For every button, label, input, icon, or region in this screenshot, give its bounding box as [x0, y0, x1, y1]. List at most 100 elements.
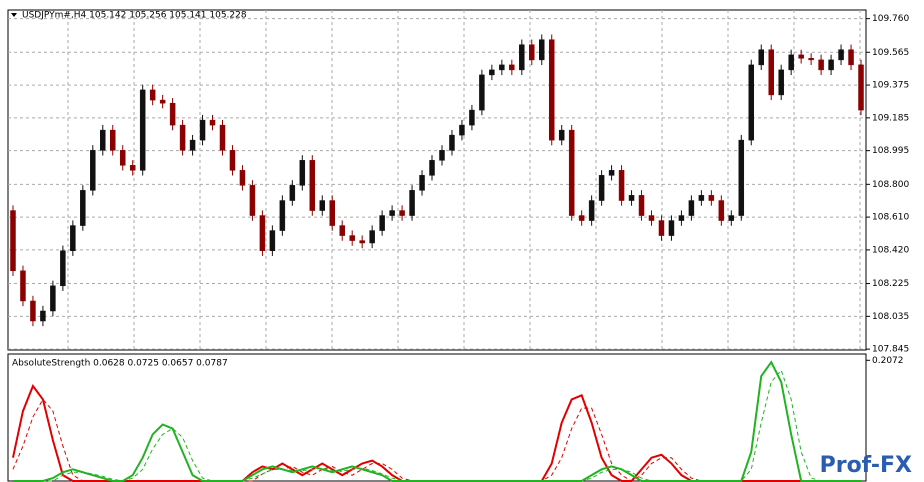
candle-body [199, 119, 206, 141]
candle-body [738, 139, 745, 216]
candle-body [139, 89, 146, 171]
candle-body [539, 39, 545, 61]
candle-body [499, 64, 505, 71]
candle-body [70, 225, 76, 252]
y-tick-label: 107.845 [872, 345, 909, 355]
candle-body [628, 195, 635, 201]
candle-body [519, 44, 525, 71]
candle-body [119, 150, 126, 166]
candle-body [479, 74, 485, 111]
candle-body [658, 220, 665, 236]
candle-body [349, 235, 355, 241]
candle-body [129, 165, 136, 171]
candle-body [359, 240, 365, 244]
candle-body [30, 300, 36, 322]
candle-body [838, 49, 844, 61]
y-tick-label: 108.610 [872, 213, 909, 223]
candle-body [279, 200, 286, 231]
candle-body [289, 185, 296, 201]
y-tick-label: 108.035 [872, 312, 909, 322]
candle-body [239, 170, 246, 186]
candle-body [189, 139, 196, 151]
candle-body [209, 119, 216, 126]
indicator-line [12, 384, 862, 482]
candle-body [429, 160, 435, 176]
candle-body [110, 129, 116, 151]
candle-body [618, 170, 625, 201]
indicator-line [12, 369, 862, 482]
candle-body [768, 49, 774, 96]
candle-body [668, 220, 675, 236]
candle-body [10, 210, 16, 272]
candle-body [40, 310, 46, 322]
candle-body [169, 102, 176, 126]
candle-body [219, 124, 226, 151]
candle-body [688, 200, 695, 216]
candle-body [100, 129, 106, 151]
y-tick-label: 0.2072 [872, 356, 904, 366]
candle-body [808, 58, 814, 61]
candle-body [529, 44, 535, 61]
candle-body [558, 129, 565, 141]
candle-body [588, 200, 595, 221]
y-tick-label: 109.565 [872, 48, 909, 58]
indicator-title: AbsoluteStrength 0.0628 0.0725 0.0657 0.… [12, 359, 228, 369]
y-tick-label: 109.760 [872, 14, 909, 24]
candle-body [489, 69, 495, 76]
y-tick-label: 108.225 [872, 279, 909, 289]
candle-body [449, 134, 455, 151]
candle-body [858, 64, 864, 111]
candle-body [728, 215, 735, 221]
candle-body [578, 215, 585, 221]
candle-body [848, 49, 854, 66]
candle-body [309, 160, 316, 211]
candle-body [828, 59, 834, 71]
candle-body [329, 200, 335, 226]
candle-body [698, 195, 705, 201]
candle-body [299, 160, 306, 186]
candle-body [20, 270, 26, 302]
candle-body [90, 150, 96, 191]
indicator-line [12, 398, 862, 482]
candle-body [159, 99, 166, 104]
candle-body [60, 250, 66, 287]
candle-body [339, 225, 345, 236]
candle-body [399, 210, 405, 216]
candle-body [439, 150, 445, 161]
logo: Prof-FX [820, 453, 912, 478]
candle-body [509, 64, 515, 71]
candle-body [50, 285, 56, 312]
candle-body [758, 49, 764, 66]
y-tick-label: 108.995 [872, 146, 909, 156]
candle-body [748, 64, 755, 141]
candle-body [778, 69, 784, 96]
candle-body [469, 109, 475, 126]
candle-body [149, 89, 156, 101]
candle-body [319, 200, 326, 211]
candle-body [638, 195, 645, 216]
candle-body [798, 54, 804, 59]
candle-body [678, 215, 685, 221]
candle-body [818, 59, 824, 71]
candle-body [419, 175, 425, 191]
candle-body [179, 124, 186, 151]
candle-body [718, 200, 725, 221]
candle-body [229, 150, 236, 171]
indicator-line [12, 360, 862, 482]
candle-body [788, 54, 794, 71]
candle-body [708, 195, 715, 201]
price-frame [7, 9, 867, 351]
candle-body [598, 175, 605, 201]
candle-body [249, 185, 256, 216]
y-tick-label: 109.375 [872, 81, 909, 91]
candle-body [80, 190, 86, 226]
y-tick-label: 108.420 [872, 245, 909, 255]
candle-body [369, 230, 375, 244]
candle-body [548, 39, 555, 141]
candle-body [459, 124, 465, 136]
candle-body [379, 215, 385, 231]
candle-body [259, 215, 266, 252]
candle-body [389, 210, 395, 216]
